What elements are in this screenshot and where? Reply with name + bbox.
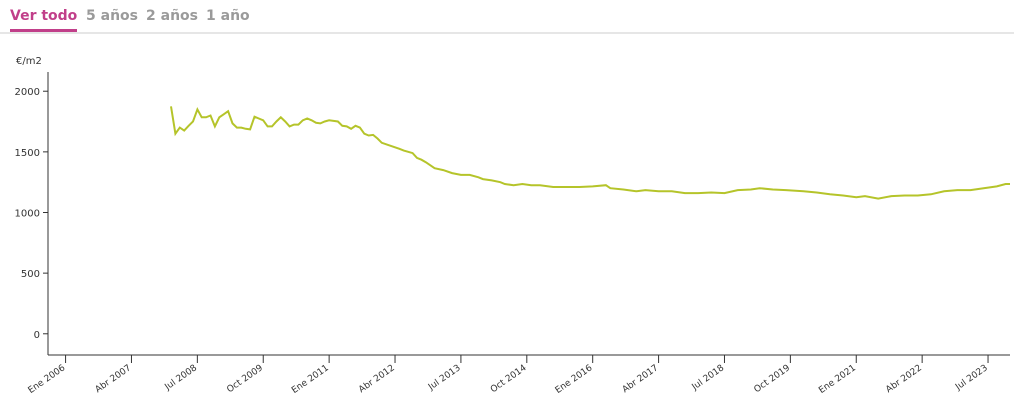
y-tick-label: 500	[21, 269, 40, 280]
y-axis-label: €/m2	[16, 56, 42, 67]
x-tick-label: Abr 2017	[621, 363, 661, 395]
x-tick-label: Ene 2016	[554, 363, 595, 396]
tab[interactable]: Ver todo	[10, 8, 78, 32]
y-tick-label: 2000	[15, 87, 40, 98]
x-tick-label: Jul 2013	[426, 363, 463, 393]
tab[interactable]: 2 años	[146, 8, 198, 24]
tab[interactable]: 1 año	[206, 8, 250, 24]
x-tick-label: Jul 2023	[953, 363, 990, 393]
y-tick-label: 1500	[15, 148, 40, 159]
x-tick-label: Oct 2019	[752, 363, 792, 395]
x-tick-label: Jul 2008	[163, 363, 200, 393]
x-tick-label: Oct 2009	[225, 363, 265, 395]
tab[interactable]: 5 años	[86, 8, 138, 24]
y-tick-label: 1000	[15, 209, 40, 220]
tab-bar: Ver todo 5 años 2 años 1 año	[0, 0, 1014, 34]
x-tick-label: Abr 2007	[94, 363, 134, 395]
x-tick-label: Ene 2021	[817, 363, 858, 396]
x-tick-label: Oct 2014	[489, 363, 529, 395]
x-tick-label: Abr 2012	[357, 363, 397, 395]
x-tick-label: Ene 2006	[27, 363, 68, 396]
x-tick-label: Ene 2011	[290, 363, 331, 396]
y-tick-label: 0	[34, 330, 40, 341]
x-tick-label: Jul 2018	[690, 363, 727, 393]
data-line	[170, 106, 1010, 200]
x-tick-label: Abr 2022	[884, 363, 924, 395]
